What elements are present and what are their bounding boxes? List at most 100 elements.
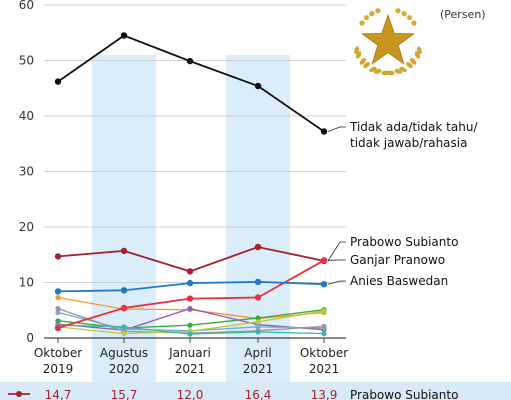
table-row-bg [0, 382, 511, 400]
data-point [254, 243, 262, 251]
x-tick-label: 2021 [243, 362, 274, 376]
wreath-icon [354, 8, 422, 76]
leaf-icon [416, 46, 422, 55]
leaf-icon [394, 68, 403, 74]
data-point [121, 324, 127, 330]
wreath-bead [363, 15, 369, 21]
data-point [321, 308, 327, 314]
data-point [187, 322, 193, 328]
series-label: Anies Baswedan [350, 274, 448, 288]
data-point [254, 278, 262, 286]
leaf-icon [414, 51, 421, 59]
data-point [120, 304, 128, 312]
table-cell: 15,7 [111, 388, 138, 400]
data-point [321, 323, 327, 329]
x-axis-ticks: Oktober 2019 Agustus 2020 Januari 2021 April 20… [34, 338, 348, 376]
y-tick-label: 0 [26, 331, 34, 345]
wreath-bead [411, 20, 417, 26]
legend-swatch-point [16, 391, 22, 397]
data-point [320, 281, 328, 288]
table-cell: 14,7 [45, 388, 72, 400]
wreath-bead [401, 11, 407, 17]
highlight-band-1 [226, 55, 290, 385]
series-labels: Tidak ada/tidak tahu/tidak jawab/rahasia… [327, 120, 478, 288]
x-tick-label: April [244, 346, 271, 360]
data-point [186, 57, 194, 65]
data-point [54, 288, 62, 295]
series-label: Tidak ada/tidak tahu/ [349, 120, 478, 134]
highlight-bands [92, 55, 290, 385]
data-point [55, 309, 61, 316]
label-leader [327, 280, 346, 285]
data-point [320, 257, 328, 264]
data-point [187, 306, 193, 312]
table-cell: 16,4 [245, 388, 272, 400]
star-icon [361, 13, 415, 65]
data-point [120, 287, 128, 294]
leaf-icon [369, 66, 377, 73]
leaf-icon [406, 62, 413, 69]
x-tick-label: 2020 [109, 362, 140, 376]
wreath-bead [375, 8, 381, 14]
label-leader [327, 126, 346, 132]
data-point [255, 315, 261, 321]
leaf-icon [381, 70, 390, 76]
data-point [186, 279, 194, 287]
data-point [54, 78, 62, 85]
x-tick-label: Oktober [300, 346, 348, 360]
x-tick-label: Oktober [34, 346, 82, 360]
x-tick-label: Januari [168, 346, 211, 360]
wreath-bead [369, 11, 375, 17]
data-point [120, 247, 128, 255]
series-label: tidak jawab/rahasia [350, 136, 467, 150]
data-point [120, 32, 128, 39]
x-tick-label: 2021 [175, 362, 206, 376]
data-point [55, 306, 61, 312]
data-point [186, 295, 194, 302]
y-tick-label: 50 [19, 54, 34, 68]
data-point [55, 294, 61, 301]
series-0 [54, 32, 328, 135]
table-row-label: Prabowo Subianto [350, 388, 458, 400]
data-point [121, 331, 127, 337]
table-cell: 12,0 [177, 388, 204, 400]
gridlines [44, 4, 346, 339]
unit-label: (Persen) [440, 8, 486, 21]
y-tick-label: 40 [19, 109, 34, 123]
data-point [320, 128, 328, 135]
y-tick-label: 10 [19, 276, 34, 290]
data-point [255, 324, 261, 330]
data-point [254, 294, 262, 301]
leaf-icon [359, 58, 366, 65]
series-label: Ganjar Pranowo [350, 253, 445, 267]
series-3 [54, 278, 328, 295]
leaf-icon [354, 46, 360, 55]
label-leader [327, 241, 346, 262]
data-point [187, 331, 193, 337]
wreath-bead [359, 20, 365, 26]
series-2 [54, 257, 328, 332]
leaf-icon [363, 62, 370, 69]
garuda-star-emblem [354, 8, 422, 76]
table-row: 14,7 15,7 12,0 16,4 13,9 Prabowo Subianto [8, 388, 458, 400]
series-10 [55, 322, 327, 337]
wreath-bead [407, 15, 413, 21]
y-tick-label: 30 [19, 165, 34, 179]
data-point [254, 82, 262, 90]
wreath-bead [395, 8, 401, 14]
data-point [54, 253, 62, 260]
x-tick-label: Agustus [100, 346, 148, 360]
data-point [255, 329, 261, 335]
leaf-icon [410, 58, 417, 65]
y-axis-ticks: 0 10 20 30 40 50 60 [19, 0, 34, 345]
data-point [186, 268, 194, 275]
y-tick-label: 60 [19, 0, 34, 12]
leaf-icon [373, 68, 382, 74]
series-label: Prabowo Subianto [350, 235, 458, 249]
data-point [255, 319, 261, 325]
data-point [54, 324, 62, 332]
y-tick-label: 20 [19, 220, 34, 234]
x-tick-label: 2021 [309, 362, 340, 376]
data-point [321, 331, 327, 337]
